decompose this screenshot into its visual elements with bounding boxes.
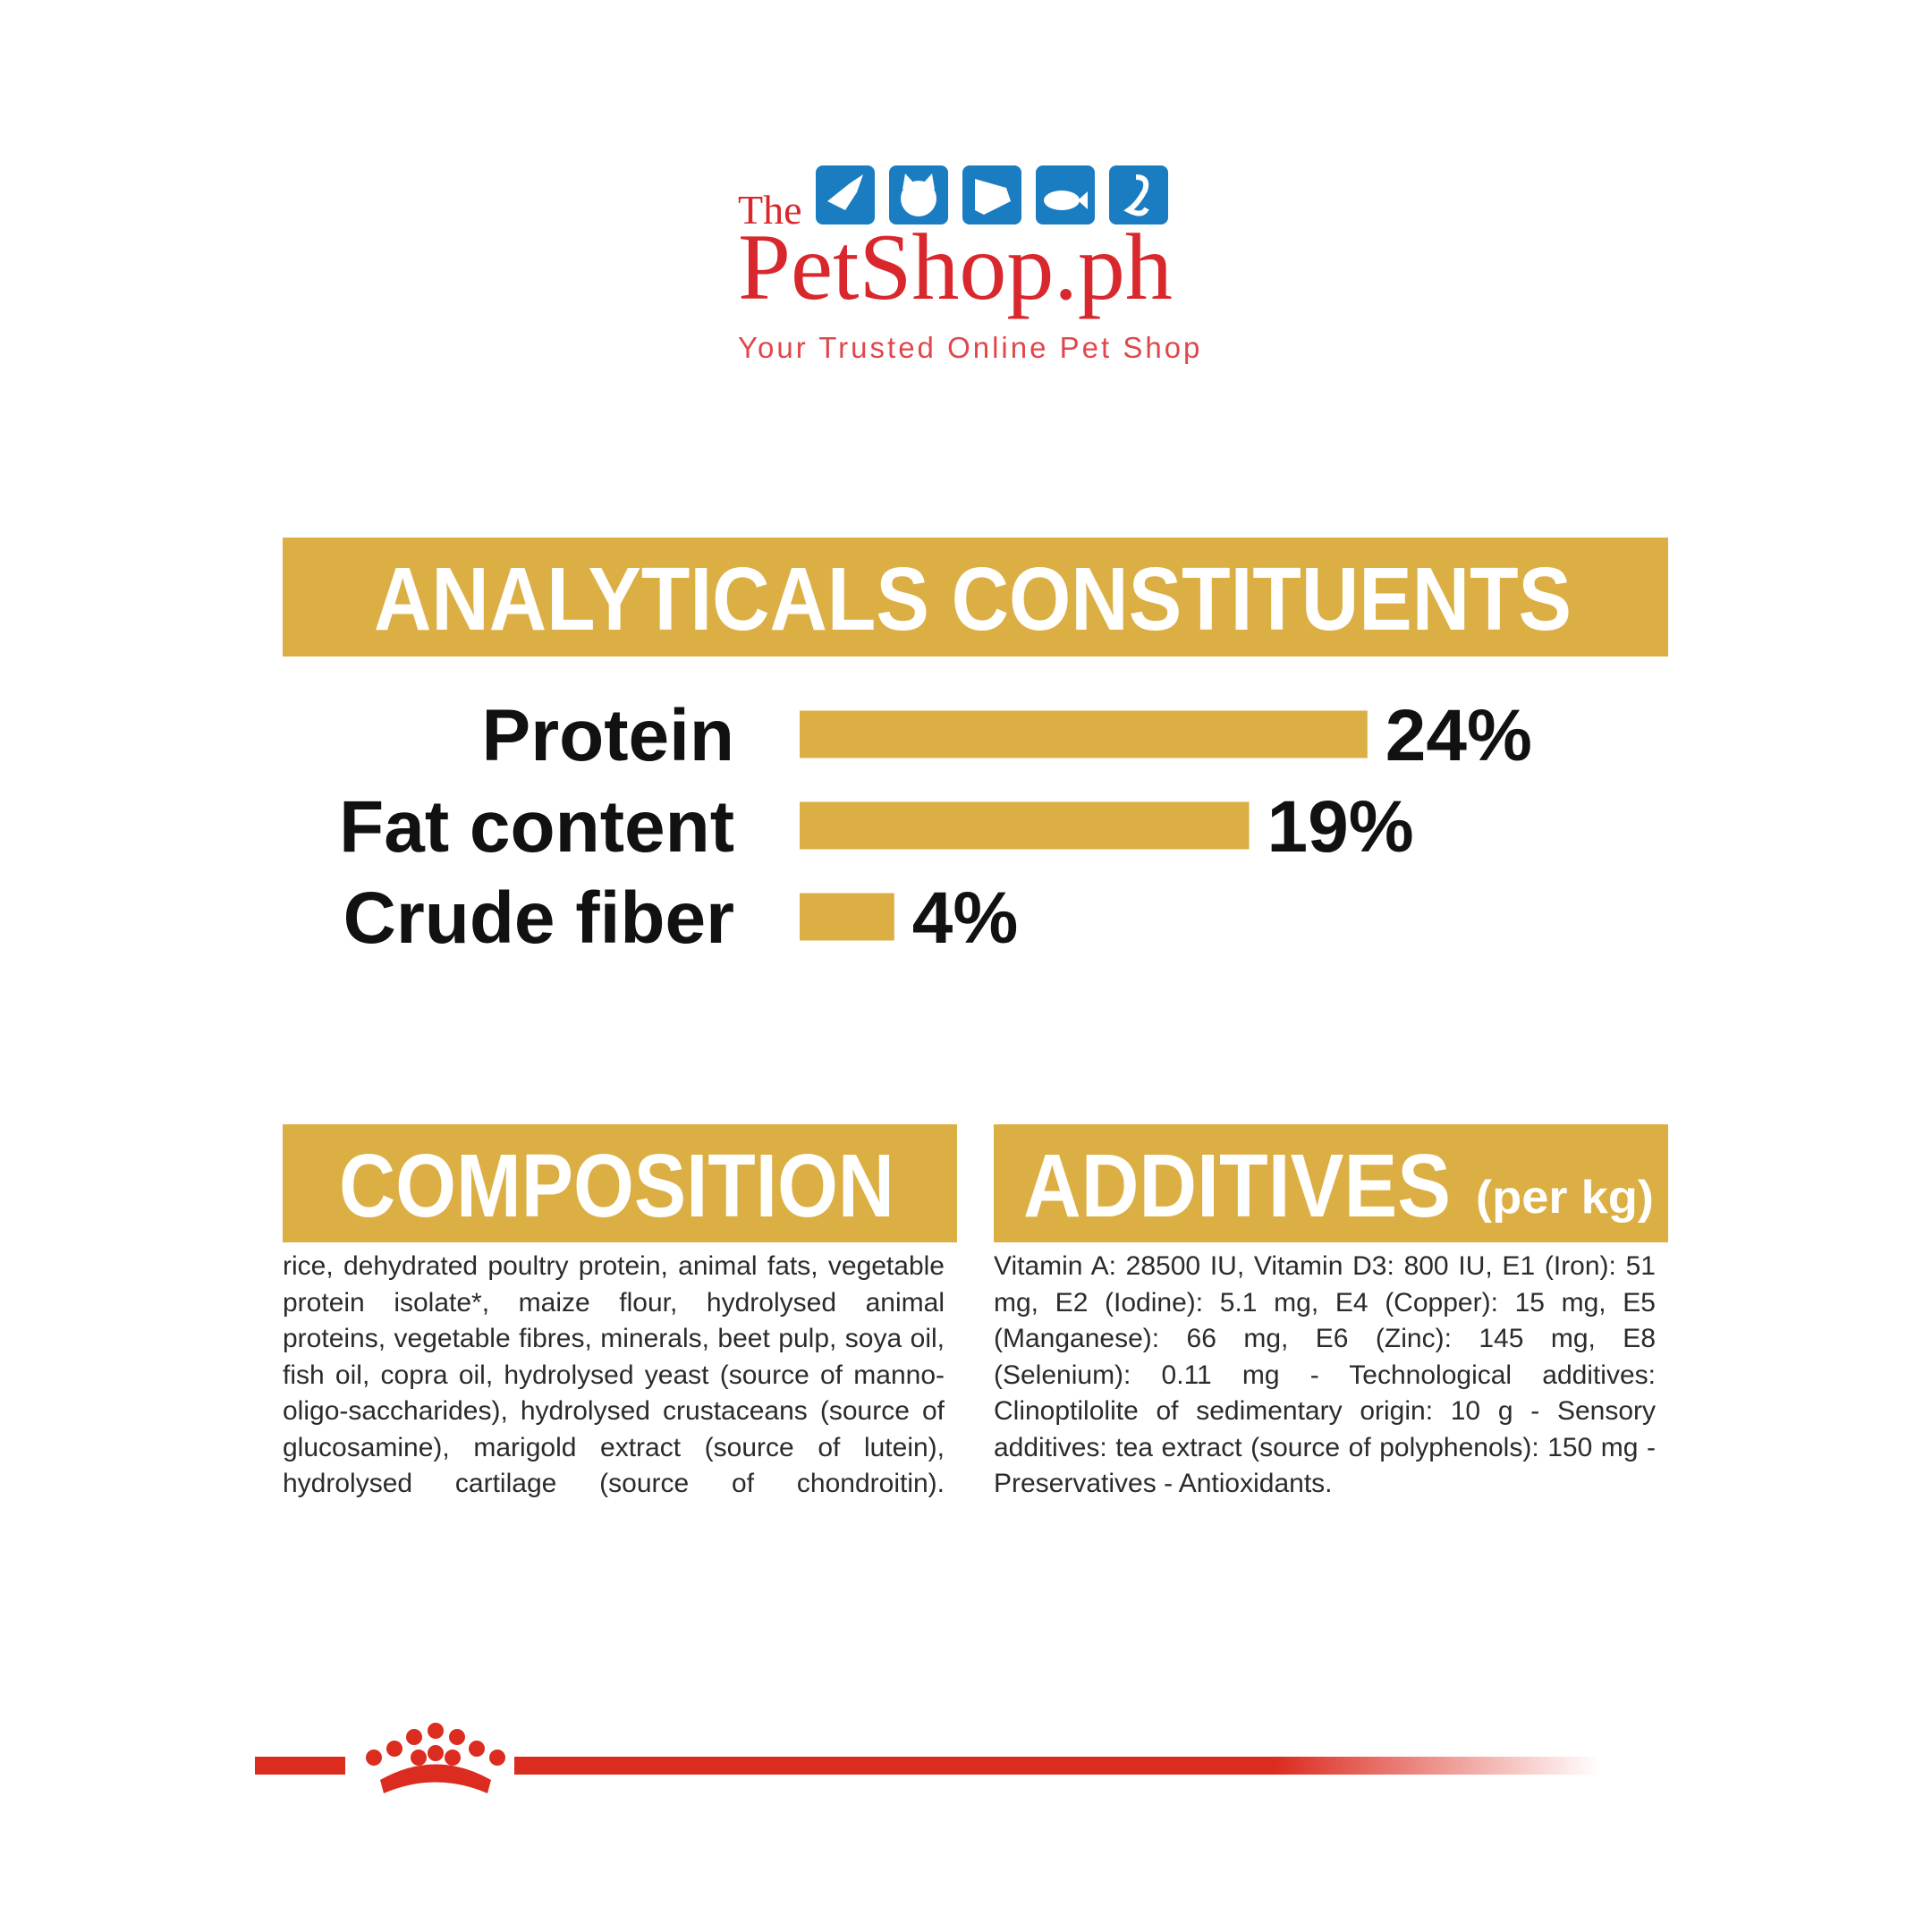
bar-label: Crude fiber [343, 877, 734, 959]
additives-text: Vitamin A: 28500 IU, Vitamin D3: 800 IU,… [994, 1251, 1656, 1498]
logo-tagline: Your Trusted Online Pet Shop [738, 331, 1202, 364]
additives-header [994, 1124, 1668, 1242]
logo-prefix: The [738, 187, 802, 233]
value-label: 4% [912, 877, 1019, 959]
value-label: 24% [1385, 695, 1532, 776]
composition-title: COMPOSITION [339, 1136, 894, 1236]
logo-icon-shapes [827, 174, 1149, 216]
chart-title: ANALYTICALS CONSTITUENTS [374, 549, 1572, 649]
logo-name: PetShop.ph [738, 215, 1173, 319]
composition-header [283, 1124, 957, 1242]
additives-note: (per kg) [1476, 1172, 1654, 1224]
bar [800, 801, 1250, 850]
brand-line [514, 1757, 1600, 1775]
additives-title: ADDITIVES [1023, 1136, 1451, 1236]
brand-line [255, 1757, 345, 1775]
bar [800, 710, 1368, 758]
value-label: 19% [1267, 786, 1414, 868]
composition-text: rice, dehydrated poultry protein, animal… [283, 1251, 945, 1498]
crown-logo [366, 1723, 505, 1793]
bar [800, 893, 894, 941]
bar-label: Protein [482, 695, 734, 776]
chart-header [283, 538, 1668, 657]
bar-label: Fat content [339, 786, 734, 868]
